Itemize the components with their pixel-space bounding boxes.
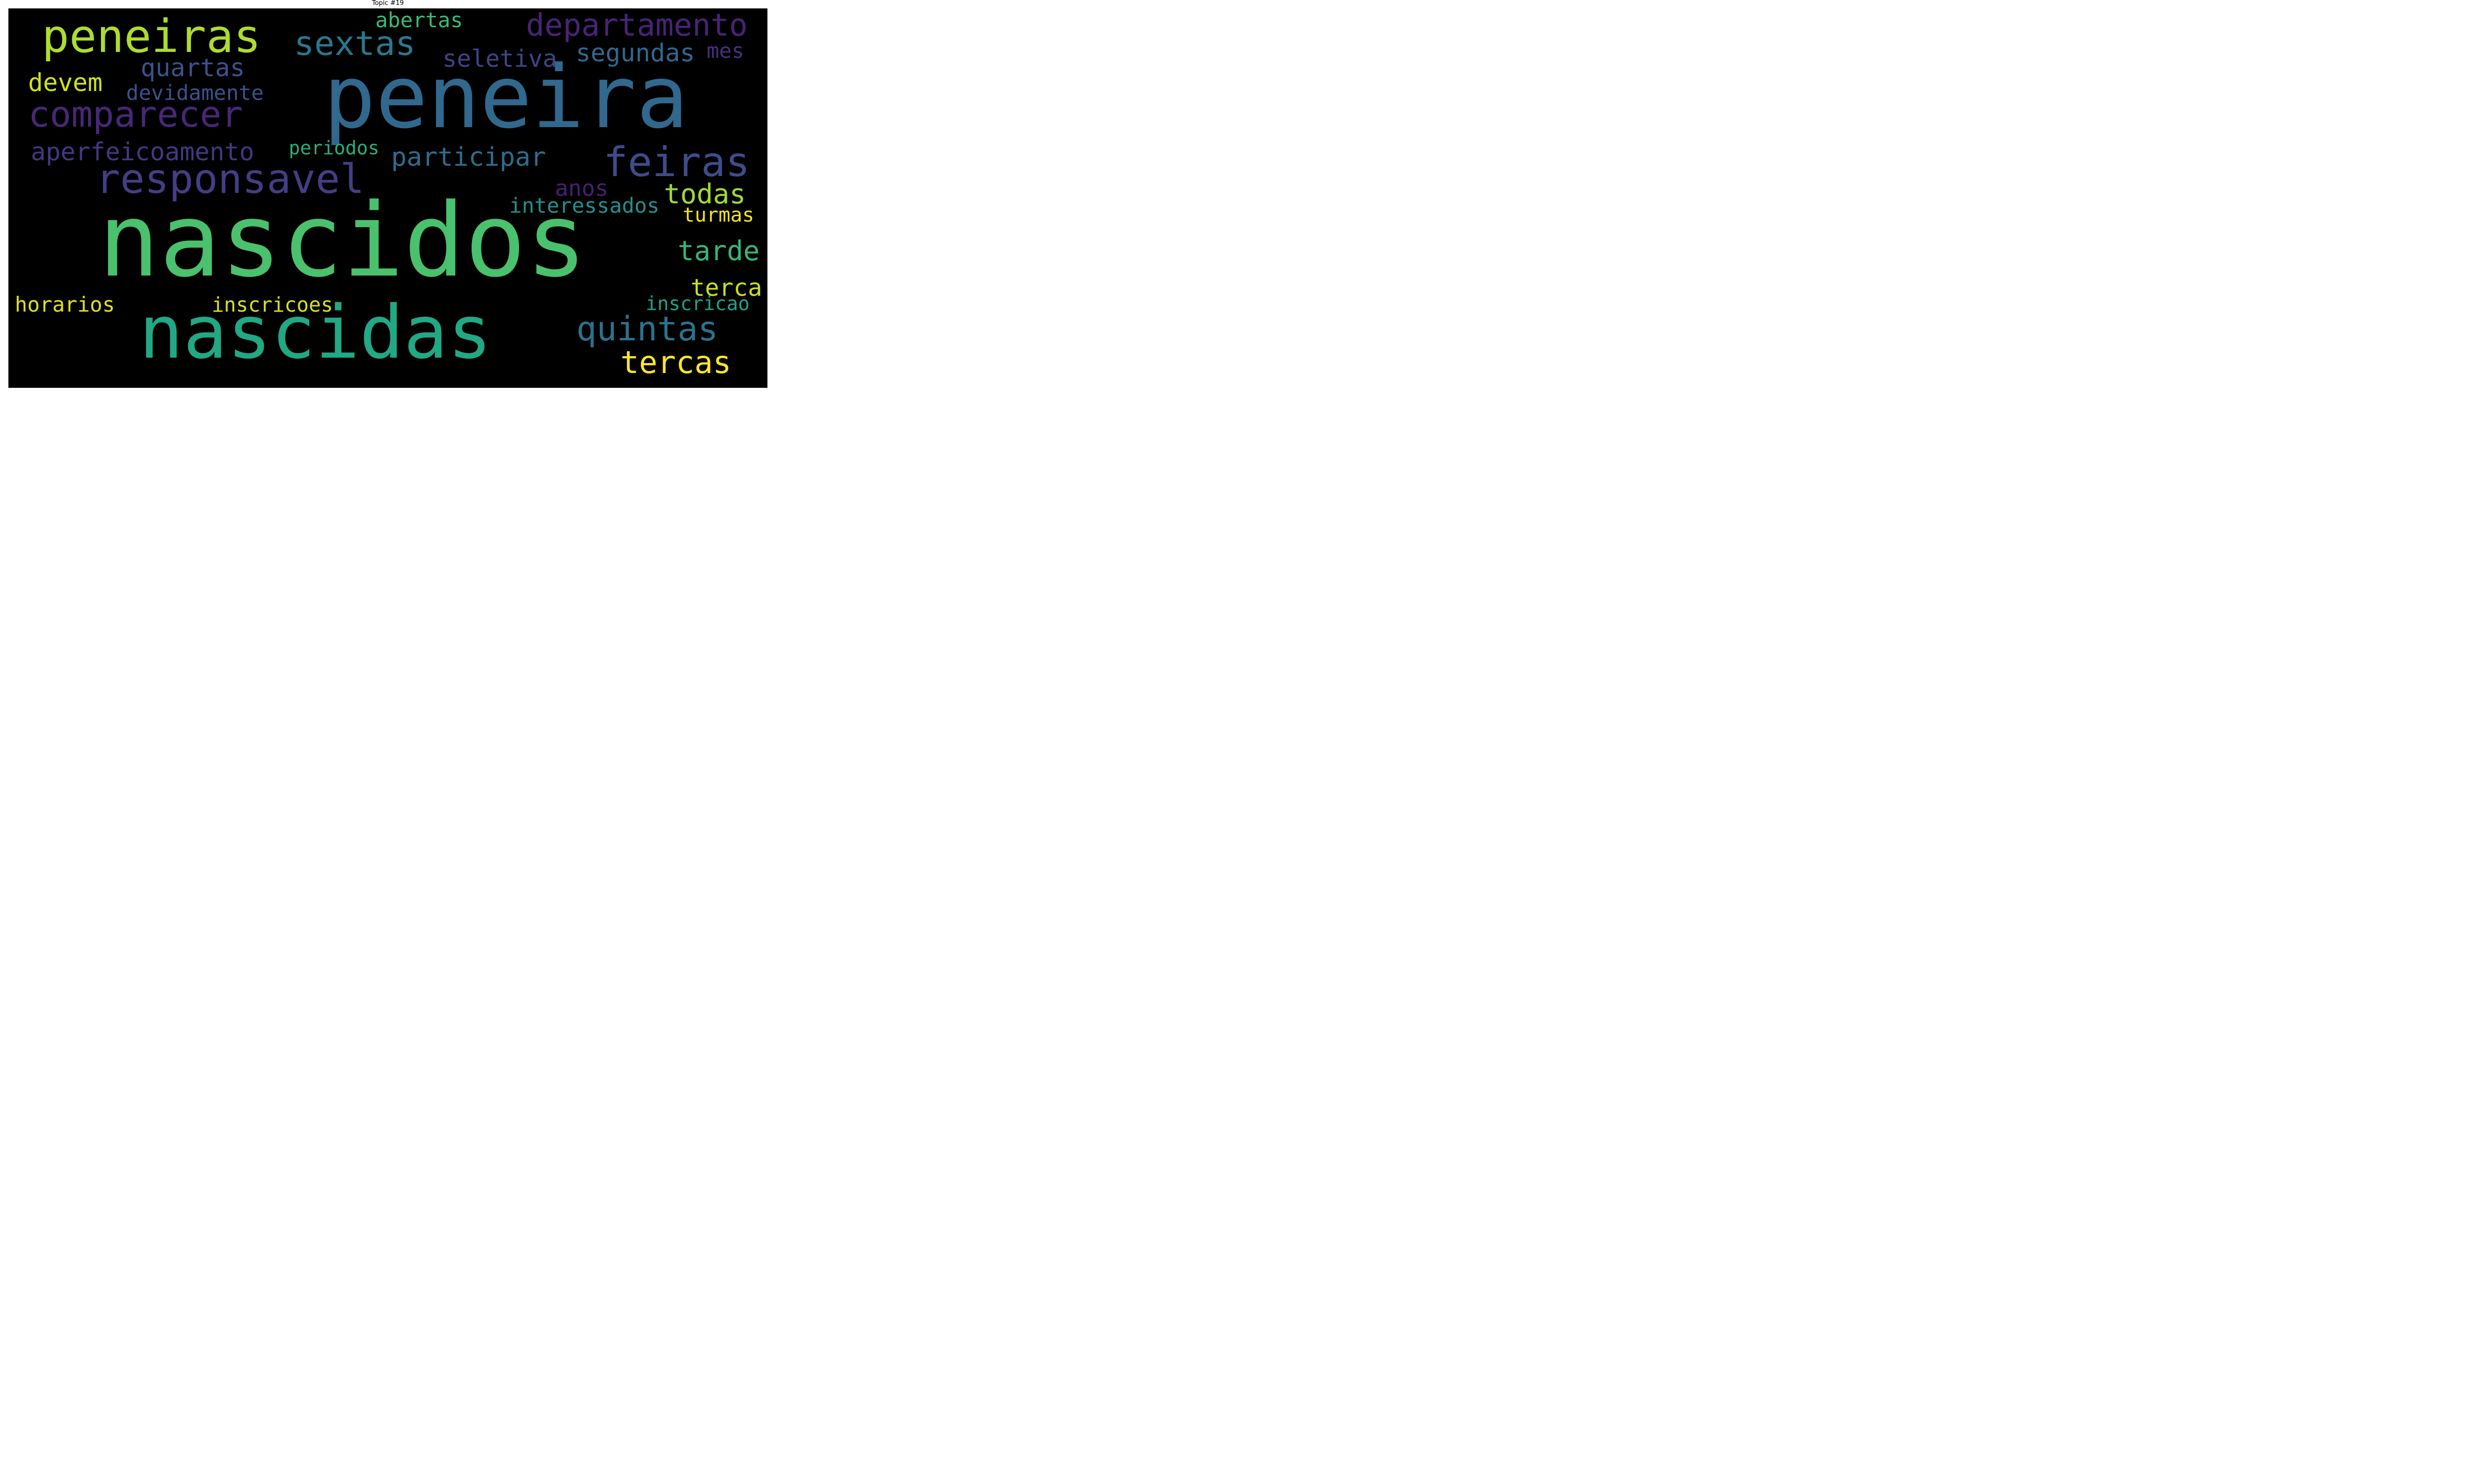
word-feiras: feiras [603, 139, 750, 186]
word-quartas: quartas [141, 53, 245, 82]
word-anos: anos [555, 175, 609, 201]
word-sextas: sextas [294, 24, 416, 63]
word-abertas: abertas [375, 8, 463, 32]
word-nascidos: nascidos [98, 182, 587, 300]
word-tercas: tercas [620, 344, 731, 380]
word-horarios: horarios [14, 292, 115, 317]
word-cloud: nascidos peneira nascidas peneiras respo… [8, 8, 767, 388]
word-aperfeicoamento: aperfeicoamento [31, 138, 254, 166]
word-devidamente: devidamente [126, 81, 264, 105]
word-comparecer: comparecer [28, 93, 243, 135]
word-inscricoes: inscricoes [212, 292, 333, 317]
word-peneira: peneira [323, 47, 689, 148]
word-interessados: interessados [509, 193, 660, 218]
word-devem: devem [28, 68, 103, 97]
word-periodos: periodos [288, 137, 380, 159]
word-segundas: segundas [575, 39, 695, 67]
word-inscricao: inscricao [646, 292, 750, 315]
word-nascidas: nascidas [139, 290, 492, 375]
word-todas: todas [664, 178, 746, 210]
word-participar: participar [391, 142, 546, 172]
word-tarde: tarde [677, 235, 760, 267]
word-quintas: quintas [576, 310, 718, 349]
word-turmas: turmas [682, 204, 755, 227]
word-mes: mes [707, 39, 744, 63]
word-terca: terca [690, 274, 762, 302]
word-peneiras: peneiras [42, 10, 261, 63]
word-departamento: departamento [526, 8, 748, 43]
word-responsavel: responsavel [95, 156, 365, 203]
word-seletiva: seletiva [442, 45, 557, 73]
figure-title: Topic #19 [372, 0, 404, 7]
